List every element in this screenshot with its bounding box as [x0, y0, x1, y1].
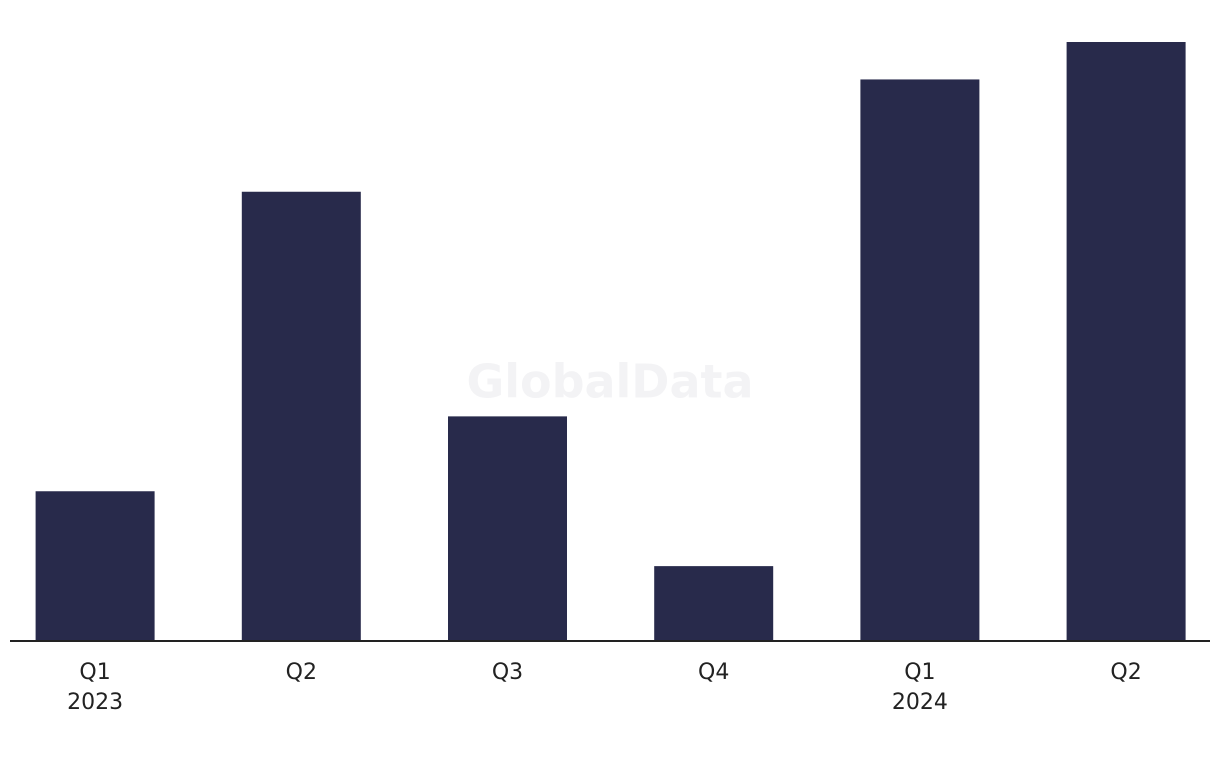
- x-tick-label: Q2: [1110, 660, 1142, 685]
- watermark: GlobalData: [466, 355, 753, 409]
- x-tick-label: Q4: [698, 660, 730, 685]
- bar: [1066, 42, 1186, 641]
- bar: [654, 566, 774, 641]
- x-tick-label: Q3: [491, 660, 524, 685]
- x-tick-label: Q1 2023: [67, 660, 124, 715]
- x-tick-label: Q1 2024: [891, 660, 948, 715]
- bar: [35, 491, 155, 641]
- bar: [241, 191, 361, 641]
- bar: [448, 416, 567, 641]
- x-tick-label: Q2: [285, 660, 317, 685]
- bar: [860, 79, 980, 641]
